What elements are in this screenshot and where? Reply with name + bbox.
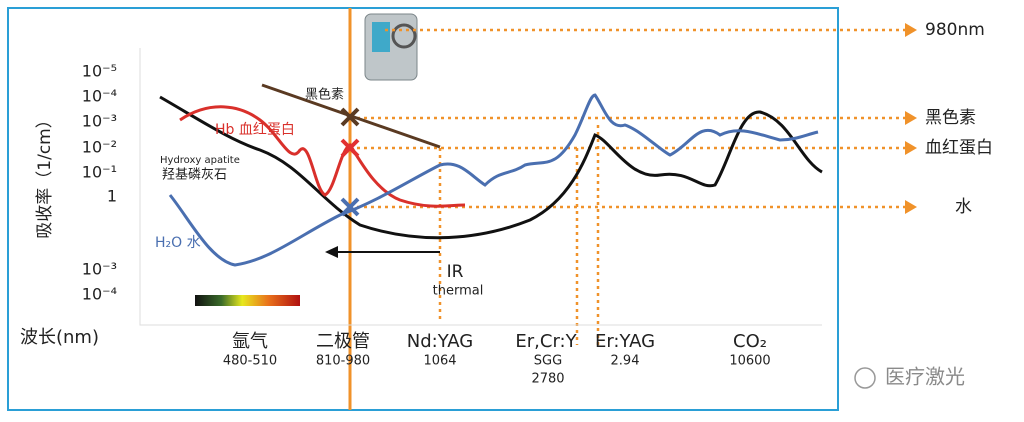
- hb-label: Hb 血红蛋白: [215, 122, 295, 138]
- apatite-label: 羟基磷灰石: [162, 168, 227, 183]
- ir-label: IR: [447, 262, 464, 282]
- target-label: 980nm: [925, 20, 985, 40]
- y-tick-label: 10⁻³: [82, 260, 117, 279]
- y-tick-label: 10⁻⁴: [82, 87, 117, 106]
- laser-wavelength: 2.94: [611, 354, 640, 369]
- laser-wavelength: SGG: [534, 354, 562, 369]
- axes: [139, 48, 822, 326]
- y-tick-label: 1: [107, 187, 117, 206]
- laser-wavelength: 810-980: [316, 354, 370, 369]
- y-tick-label: 10⁻²: [82, 138, 117, 157]
- ir-arrowhead: [325, 246, 338, 258]
- laser-name: Er,Cr:Y: [515, 331, 577, 352]
- water-curve: [168, 93, 819, 267]
- frame: [7, 7, 839, 411]
- water-label: H₂O 水: [155, 235, 201, 251]
- laser-name: Er:YAG: [595, 331, 655, 352]
- laser-wavelength: 480-510: [223, 354, 277, 369]
- laser-name: CO₂: [733, 331, 767, 352]
- laser-name: Nd:YAG: [407, 331, 474, 352]
- laser-name: 氩气: [232, 331, 268, 352]
- cross-marks: [340, 107, 360, 217]
- watermark: 医疗激光: [885, 365, 965, 389]
- x-axis-title: 波长(nm): [20, 327, 99, 348]
- y-axis-title: 吸收率（1/cm）: [35, 111, 55, 238]
- guides: [350, 23, 917, 345]
- target-label: 血红蛋白: [925, 138, 993, 158]
- laser-wavelength: 2780: [531, 372, 564, 387]
- visible-spectrum: [195, 295, 300, 306]
- y-tick-label: 10⁻³: [82, 112, 117, 131]
- target-label: 黑色素: [925, 108, 976, 128]
- ir-label: thermal: [433, 284, 484, 299]
- hb-curve: [179, 105, 466, 208]
- y-tick-label: 10⁻⁴: [82, 285, 117, 304]
- y-tick-label: 10⁻¹: [82, 163, 117, 182]
- y-tick-label: 10⁻⁵: [82, 62, 117, 81]
- apatite-label: Hydroxy apatite: [160, 155, 240, 166]
- laser-wavelength: 1064: [423, 354, 456, 369]
- target-label: 水: [955, 197, 972, 217]
- laser-name: 二极管: [316, 331, 370, 352]
- watermark-icon: [854, 367, 876, 389]
- laser-wavelength: 10600: [729, 354, 770, 369]
- device-wheel: [391, 23, 417, 49]
- melanin-label: 黑色素: [305, 87, 344, 103]
- device-screen: [372, 22, 390, 52]
